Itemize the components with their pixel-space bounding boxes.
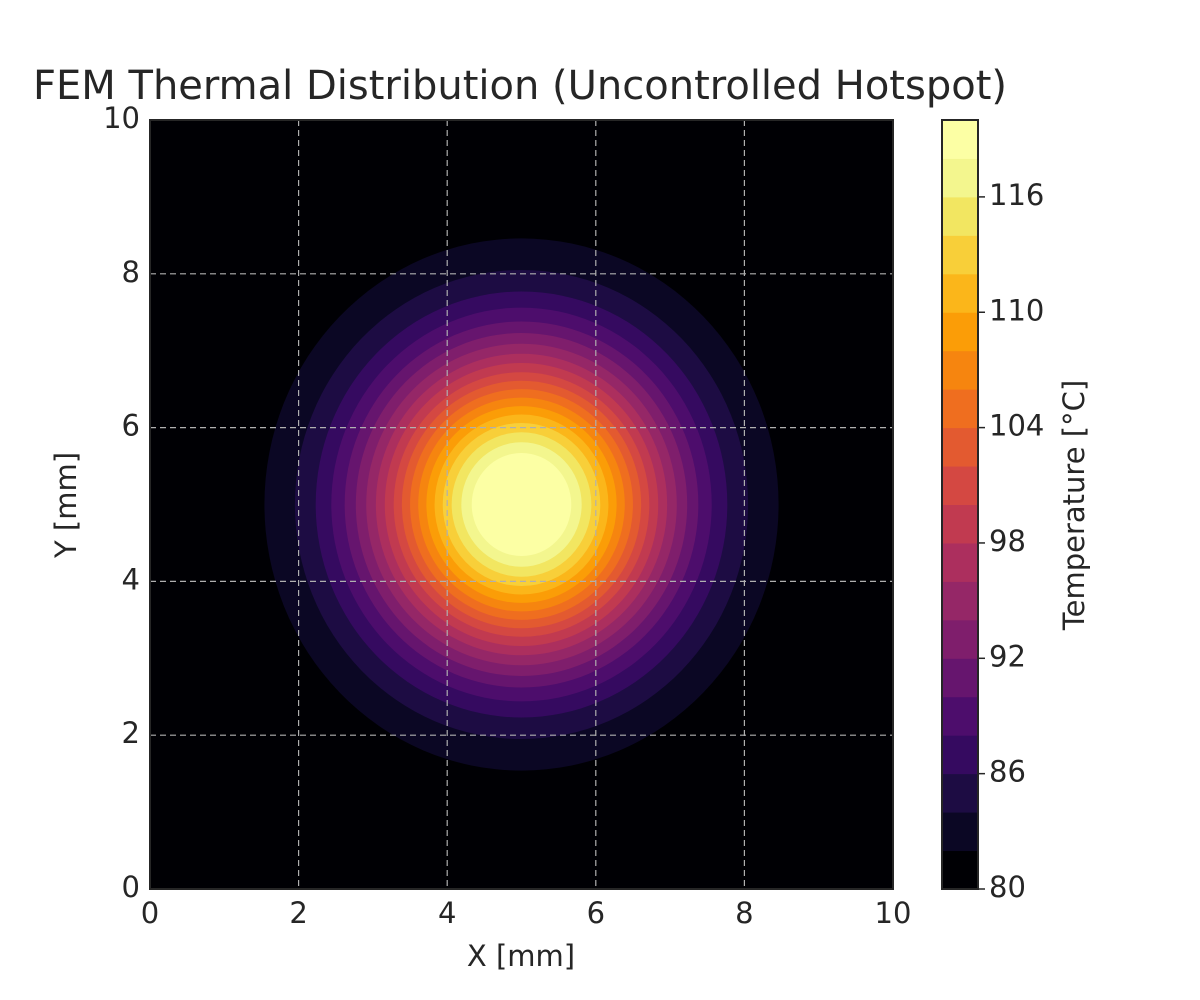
colorbar-band (942, 850, 978, 890)
x-tick-label: 10 (875, 896, 912, 930)
colorbar-band (942, 120, 978, 159)
contour-band (471, 452, 572, 557)
x-tick-label: 2 (289, 896, 307, 930)
colorbar-tick-label: 98 (989, 524, 1026, 558)
colorbar-band (942, 312, 978, 352)
colorbar-band (942, 427, 978, 467)
colorbar-band (942, 542, 978, 582)
colorbar-band (942, 196, 978, 236)
colorbar-label: Temperature [°C] (1057, 380, 1091, 631)
colorbar-band (942, 773, 978, 813)
y-axis-label: Y [mm] (49, 452, 83, 559)
y-tick-label: 10 (103, 101, 140, 135)
colorbar-band (942, 235, 978, 275)
plot-frame (149, 119, 894, 890)
y-tick-label: 4 (122, 562, 140, 596)
colorbar-tick-label: 86 (989, 755, 1026, 789)
colorbar-tick-label: 92 (989, 639, 1026, 673)
y-tick-label: 2 (122, 716, 140, 750)
chart-title: FEM Thermal Distribution (Uncontrolled H… (33, 63, 1007, 109)
colorbar-band (942, 581, 978, 621)
colorbar-band (942, 158, 978, 198)
x-tick-label: 8 (735, 896, 753, 930)
colorbar-band (942, 389, 978, 429)
colorbar-tick-label: 104 (989, 409, 1044, 443)
colorbar-band (942, 466, 978, 505)
plot-area (150, 120, 893, 889)
colorbar-band (942, 735, 978, 775)
colorbar-band (942, 619, 978, 659)
y-tick-label: 8 (122, 255, 140, 289)
colorbar-band (942, 350, 978, 390)
colorbar-band (942, 812, 978, 852)
y-tick-label: 0 (122, 870, 140, 904)
colorbar-tick-label: 110 (989, 293, 1044, 327)
colorbar-tick-label: 116 (989, 178, 1044, 212)
y-tick-label: 6 (122, 409, 140, 443)
colorbar-band (942, 696, 978, 736)
colorbar-band (942, 273, 978, 313)
colorbar-frame (941, 119, 979, 890)
x-axis-label: X [mm] (467, 939, 575, 973)
x-tick-label: 6 (587, 896, 605, 930)
colorbar-tick-label: 80 (989, 870, 1026, 904)
colorbar-band (942, 504, 978, 544)
x-tick-label: 4 (438, 896, 456, 930)
x-tick-label: 0 (141, 896, 159, 930)
colorbar-band (942, 658, 978, 698)
